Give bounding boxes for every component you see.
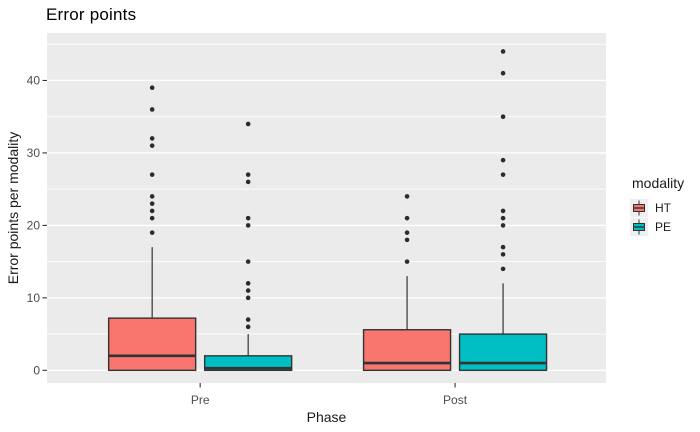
outlier-point — [245, 317, 251, 322]
outlier-point — [149, 143, 155, 148]
legend-key-ht-boxplot-icon — [630, 199, 648, 217]
outlier-point — [500, 223, 506, 228]
outlier-point — [500, 172, 506, 177]
legend-entry-ht: HT — [630, 199, 700, 217]
y-tick-label: 40 — [27, 74, 41, 88]
y-tick-label: 30 — [27, 146, 41, 160]
outlier-point — [500, 70, 506, 76]
outlier-point — [500, 244, 506, 250]
outlier-point — [404, 230, 410, 235]
outlier-point — [245, 324, 251, 330]
outlier-point — [149, 107, 155, 112]
plot-title: Error points — [46, 5, 137, 24]
y-tick-label: 10 — [27, 291, 41, 305]
y-axis-title: Error points per modality — [5, 131, 21, 285]
outlier-point — [245, 121, 251, 127]
legend-entry-pe: PE — [630, 218, 700, 236]
outlier-point — [149, 208, 155, 214]
outlier-point — [404, 259, 410, 264]
x-tick-label: Post — [443, 393, 468, 407]
outlier-point — [500, 49, 506, 54]
outlier-point — [500, 208, 506, 214]
x-axis-title: Phase — [306, 409, 347, 425]
x-tick-label: Pre — [191, 393, 210, 407]
outlier-point — [245, 215, 251, 221]
outlier-point — [149, 136, 155, 141]
boxplot-box-ht-pre — [107, 317, 197, 372]
outlier-point — [149, 215, 155, 221]
legend: modality HT PE — [630, 175, 700, 237]
outlier-point — [245, 259, 251, 264]
outlier-point — [149, 230, 155, 235]
outlier-point — [500, 157, 506, 163]
y-tick-label: 20 — [27, 219, 41, 233]
outlier-point — [245, 295, 251, 301]
boxplot-box-pe-pre — [203, 355, 293, 372]
outlier-point — [404, 215, 410, 221]
outlier-point — [500, 114, 506, 119]
outlier-point — [149, 201, 155, 206]
outlier-point — [404, 194, 410, 199]
outlier-point — [500, 215, 506, 221]
outlier-point — [245, 223, 251, 228]
outlier-point — [500, 252, 506, 257]
outlier-point — [149, 172, 155, 177]
legend-label-ht: HT — [655, 201, 671, 215]
boxplot-box-pe-post — [458, 333, 548, 372]
legend-key-pe-boxplot-icon — [630, 218, 648, 236]
outlier-point — [149, 85, 155, 91]
outlier-point — [500, 266, 506, 272]
outlier-point — [245, 179, 251, 185]
outlier-point — [149, 194, 155, 199]
outlier-point — [245, 172, 251, 177]
outlier-point — [404, 237, 410, 243]
legend-label-pe: PE — [655, 220, 672, 234]
outlier-point — [245, 288, 251, 293]
legend-title: modality — [632, 175, 685, 191]
y-tick-label: 0 — [33, 364, 40, 378]
outlier-point — [245, 281, 251, 286]
